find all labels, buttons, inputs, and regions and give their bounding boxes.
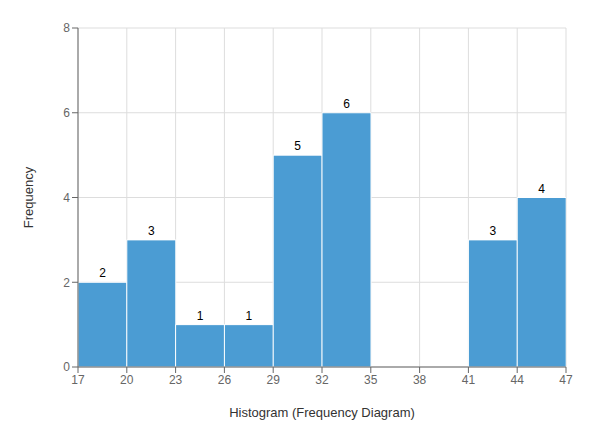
svg-text:5: 5 — [294, 139, 301, 153]
svg-text:4: 4 — [538, 182, 545, 196]
svg-text:17: 17 — [71, 373, 85, 387]
svg-text:0: 0 — [63, 360, 70, 374]
svg-text:6: 6 — [343, 97, 350, 111]
svg-text:Frequency: Frequency — [21, 166, 36, 228]
svg-text:32: 32 — [315, 373, 329, 387]
svg-text:41: 41 — [462, 373, 476, 387]
svg-text:29: 29 — [267, 373, 281, 387]
svg-text:2: 2 — [99, 266, 106, 280]
svg-text:3: 3 — [148, 224, 155, 238]
svg-text:38: 38 — [413, 373, 427, 387]
svg-text:8: 8 — [63, 21, 70, 35]
svg-text:47: 47 — [559, 373, 573, 387]
svg-text:1: 1 — [246, 309, 253, 323]
svg-text:4: 4 — [63, 191, 70, 205]
svg-text:1: 1 — [197, 309, 204, 323]
svg-text:20: 20 — [120, 373, 134, 387]
svg-text:26: 26 — [218, 373, 232, 387]
svg-text:6: 6 — [63, 106, 70, 120]
svg-text:3: 3 — [490, 224, 497, 238]
svg-text:23: 23 — [169, 373, 183, 387]
svg-text:Histogram (Frequency Diagram): Histogram (Frequency Diagram) — [229, 405, 415, 420]
svg-text:44: 44 — [511, 373, 525, 387]
svg-text:35: 35 — [364, 373, 378, 387]
svg-text:2: 2 — [63, 276, 70, 290]
